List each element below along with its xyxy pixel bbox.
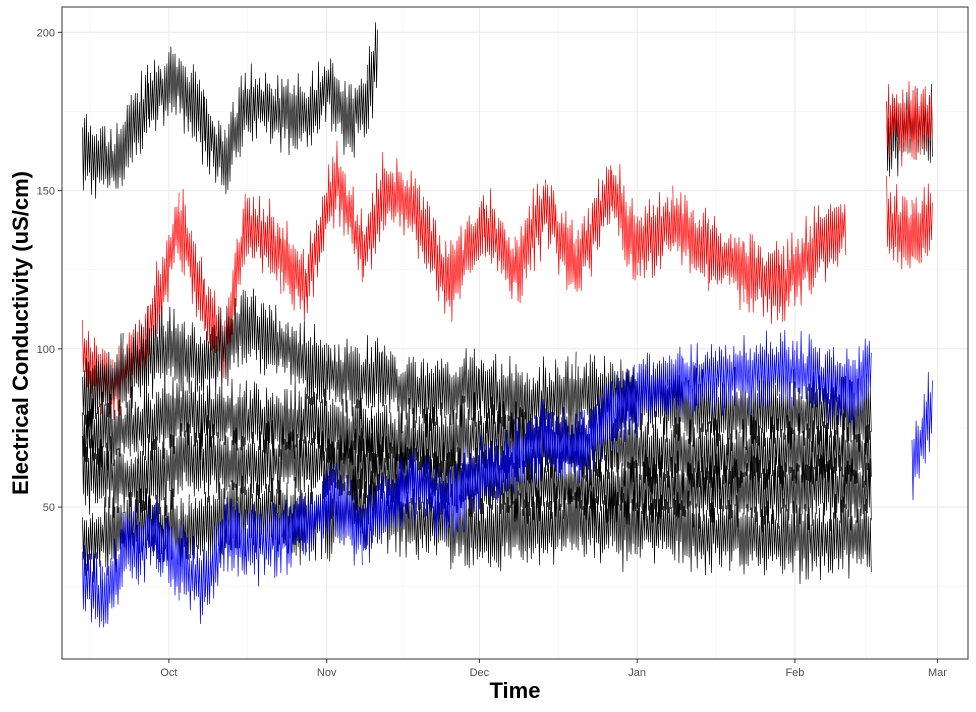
series-line-0 xyxy=(82,22,933,199)
x-tick-label: Oct xyxy=(160,667,177,679)
y-tick-label: 100 xyxy=(37,344,55,356)
y-tick-label: 200 xyxy=(37,27,55,39)
x-tick-label: Jan xyxy=(628,667,646,679)
x-tick-label: Nov xyxy=(317,667,337,679)
series-line-7 xyxy=(82,329,933,628)
y-axis: 50 100 150 200 xyxy=(37,27,62,514)
y-tick-label: 50 xyxy=(43,502,55,514)
y-tick-label: 150 xyxy=(37,186,55,198)
plot-panel-border xyxy=(61,6,969,660)
x-axis: Oct Nov Dec Jan Feb Mar xyxy=(160,659,947,679)
x-tick-label: Mar xyxy=(928,667,947,679)
y-axis-title: Electrical Conductivity (uS/cm) xyxy=(8,171,33,495)
series-layer xyxy=(82,22,933,628)
x-axis-title: Time xyxy=(490,678,541,703)
series-line-2 xyxy=(886,175,933,270)
x-tick-label: Dec xyxy=(470,667,490,679)
x-tick-label: Feb xyxy=(785,667,804,679)
